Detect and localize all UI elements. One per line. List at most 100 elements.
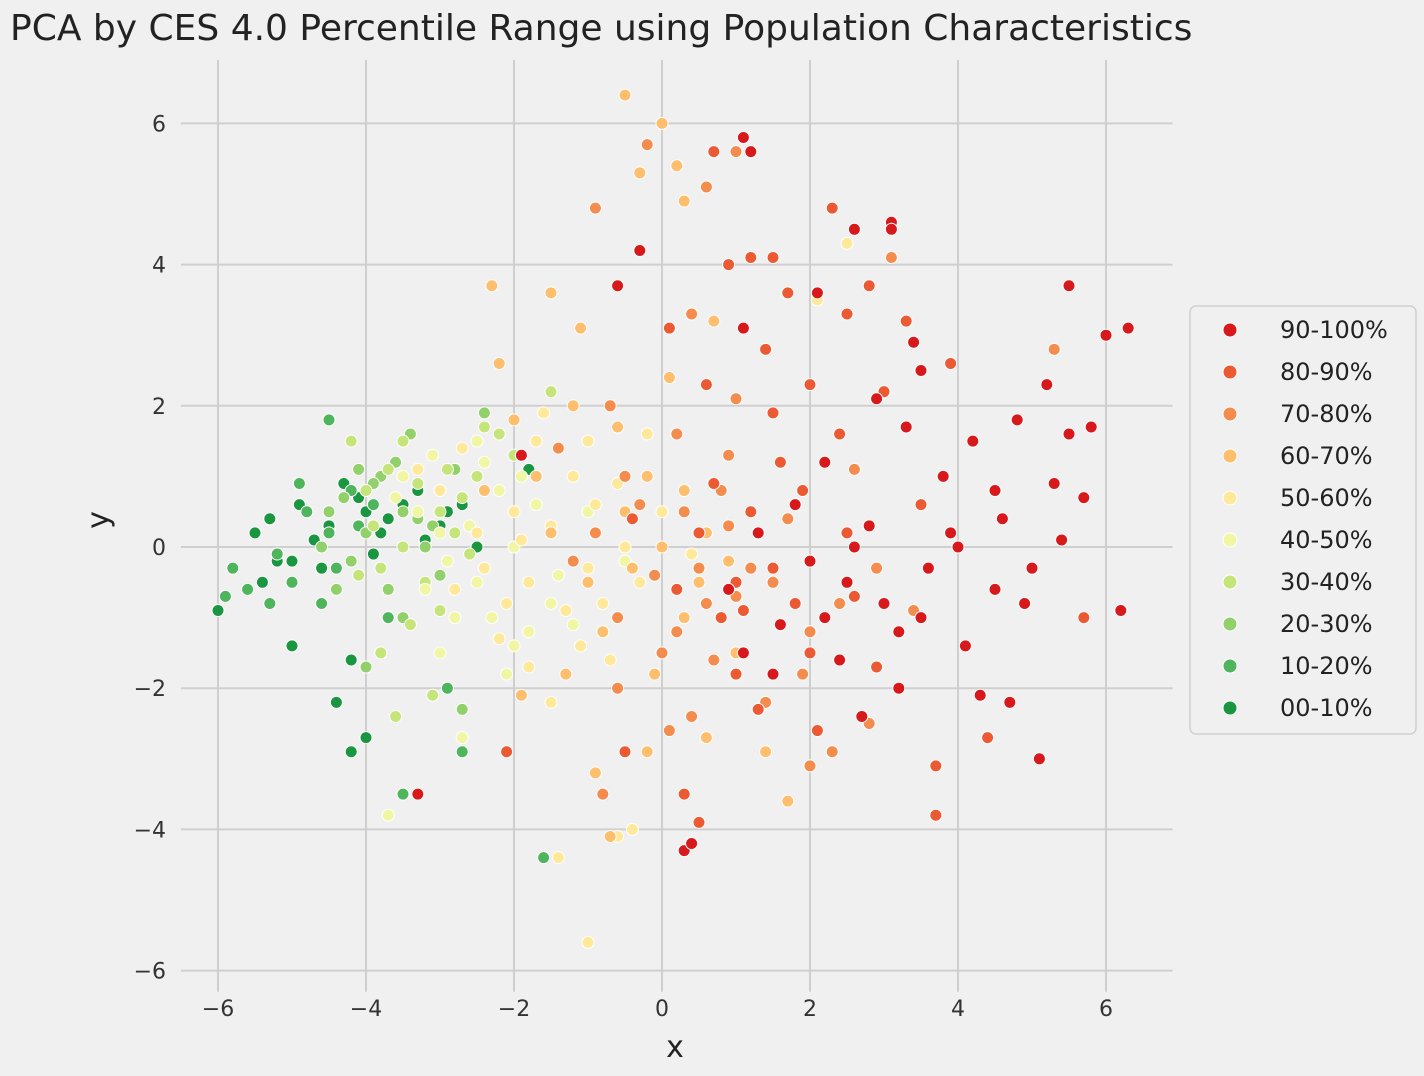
point-90-100% — [1025, 561, 1039, 575]
point-90-100% — [1062, 279, 1076, 293]
point-90-100% — [1114, 604, 1128, 618]
point-30-40% — [344, 434, 358, 448]
point-60-70% — [640, 469, 654, 483]
point-80-90% — [662, 321, 676, 335]
legend-marker — [1222, 658, 1238, 674]
point-50-60% — [522, 575, 536, 589]
point-90-100% — [633, 243, 647, 257]
point-50-60% — [581, 434, 595, 448]
point-60-70% — [559, 667, 573, 681]
point-50-60% — [448, 582, 462, 596]
point-90-100% — [411, 787, 425, 801]
point-20-30% — [344, 554, 358, 568]
point-90-100% — [1003, 695, 1017, 709]
point-80-90% — [670, 582, 684, 596]
point-30-40% — [396, 434, 410, 448]
x-tick-label: 0 — [655, 997, 669, 1022]
point-90-100% — [1032, 752, 1046, 766]
y-tick-label: −4 — [134, 818, 166, 843]
point-70-80% — [640, 138, 654, 152]
point-80-90% — [781, 286, 795, 300]
point-90-100% — [803, 554, 817, 568]
point-90-100% — [1010, 413, 1024, 427]
point-50-60% — [500, 596, 514, 610]
chart-title: PCA by CES 4.0 Percentile Range using Po… — [10, 8, 1192, 49]
point-50-60% — [618, 540, 632, 554]
point-90-100% — [788, 498, 802, 512]
y-tick-label: 6 — [152, 112, 166, 137]
point-60-70% — [574, 321, 588, 335]
point-80-90% — [1077, 611, 1091, 625]
y-axis-label: y — [81, 511, 116, 529]
point-90-100% — [773, 618, 787, 632]
point-50-60% — [655, 505, 669, 519]
point-60-70% — [707, 314, 721, 328]
point-30-40% — [374, 646, 388, 660]
point-80-90% — [981, 731, 995, 745]
point-60-70% — [648, 667, 662, 681]
point-60-70% — [677, 194, 691, 208]
point-20-30% — [359, 660, 373, 674]
point-70-80% — [781, 512, 795, 526]
point-00-10% — [344, 653, 358, 667]
point-30-40% — [463, 547, 477, 561]
point-40-50% — [522, 625, 536, 639]
point-80-90% — [677, 787, 691, 801]
point-70-80% — [551, 441, 565, 455]
point-90-100% — [1047, 476, 1061, 490]
point-50-60% — [685, 547, 699, 561]
point-10-20% — [366, 498, 380, 512]
point-60-70% — [507, 413, 521, 427]
point-90-100% — [966, 434, 980, 448]
point-90-100% — [840, 575, 854, 589]
point-30-40% — [359, 484, 373, 498]
legend-marker — [1222, 364, 1238, 380]
point-80-90% — [744, 251, 758, 265]
point-60-70% — [588, 766, 602, 780]
point-80-90% — [914, 498, 928, 512]
point-60-70% — [759, 745, 773, 759]
legend-label: 50-60% — [1280, 484, 1373, 512]
grid — [181, 59, 1173, 992]
point-90-100% — [870, 392, 884, 406]
y-tick-labels: −6 −4 −2 0 2 4 6 — [134, 112, 166, 984]
point-10-20% — [440, 681, 454, 695]
point-40-50% — [492, 484, 506, 498]
point-40-50% — [507, 639, 521, 653]
point-80-90% — [722, 258, 736, 272]
point-40-50% — [455, 731, 469, 745]
point-20-30% — [455, 702, 469, 716]
point-80-90% — [625, 512, 639, 526]
point-90-100% — [847, 222, 861, 236]
point-50-60% — [529, 434, 543, 448]
point-70-80% — [699, 596, 713, 610]
point-70-80% — [847, 462, 861, 476]
point-90-100% — [1077, 491, 1091, 505]
point-20-30% — [477, 406, 491, 420]
point-60-70% — [640, 745, 654, 759]
point-00-10% — [366, 547, 380, 561]
point-80-90% — [766, 406, 780, 420]
point-50-60% — [522, 660, 536, 674]
point-60-70% — [781, 794, 795, 808]
point-40-50% — [470, 575, 484, 589]
point-30-40% — [433, 604, 447, 618]
point-90-100% — [907, 335, 921, 349]
x-tick-label: −6 — [202, 997, 234, 1022]
point-90-100% — [884, 222, 898, 236]
point-70-80% — [766, 575, 780, 589]
legend-marker — [1222, 406, 1238, 422]
point-30-40% — [440, 462, 454, 476]
point-10-20% — [381, 611, 395, 625]
point-60-70% — [699, 731, 713, 745]
point-10-20% — [270, 547, 284, 561]
legend-marker — [1222, 700, 1238, 716]
point-80-90% — [773, 455, 787, 469]
point-60-70% — [596, 625, 610, 639]
point-90-100% — [936, 469, 950, 483]
point-90-100% — [862, 519, 876, 533]
point-70-80% — [825, 745, 839, 759]
point-60-70% — [618, 88, 632, 102]
point-30-40% — [544, 385, 558, 399]
x-tick-label: −2 — [498, 997, 530, 1022]
